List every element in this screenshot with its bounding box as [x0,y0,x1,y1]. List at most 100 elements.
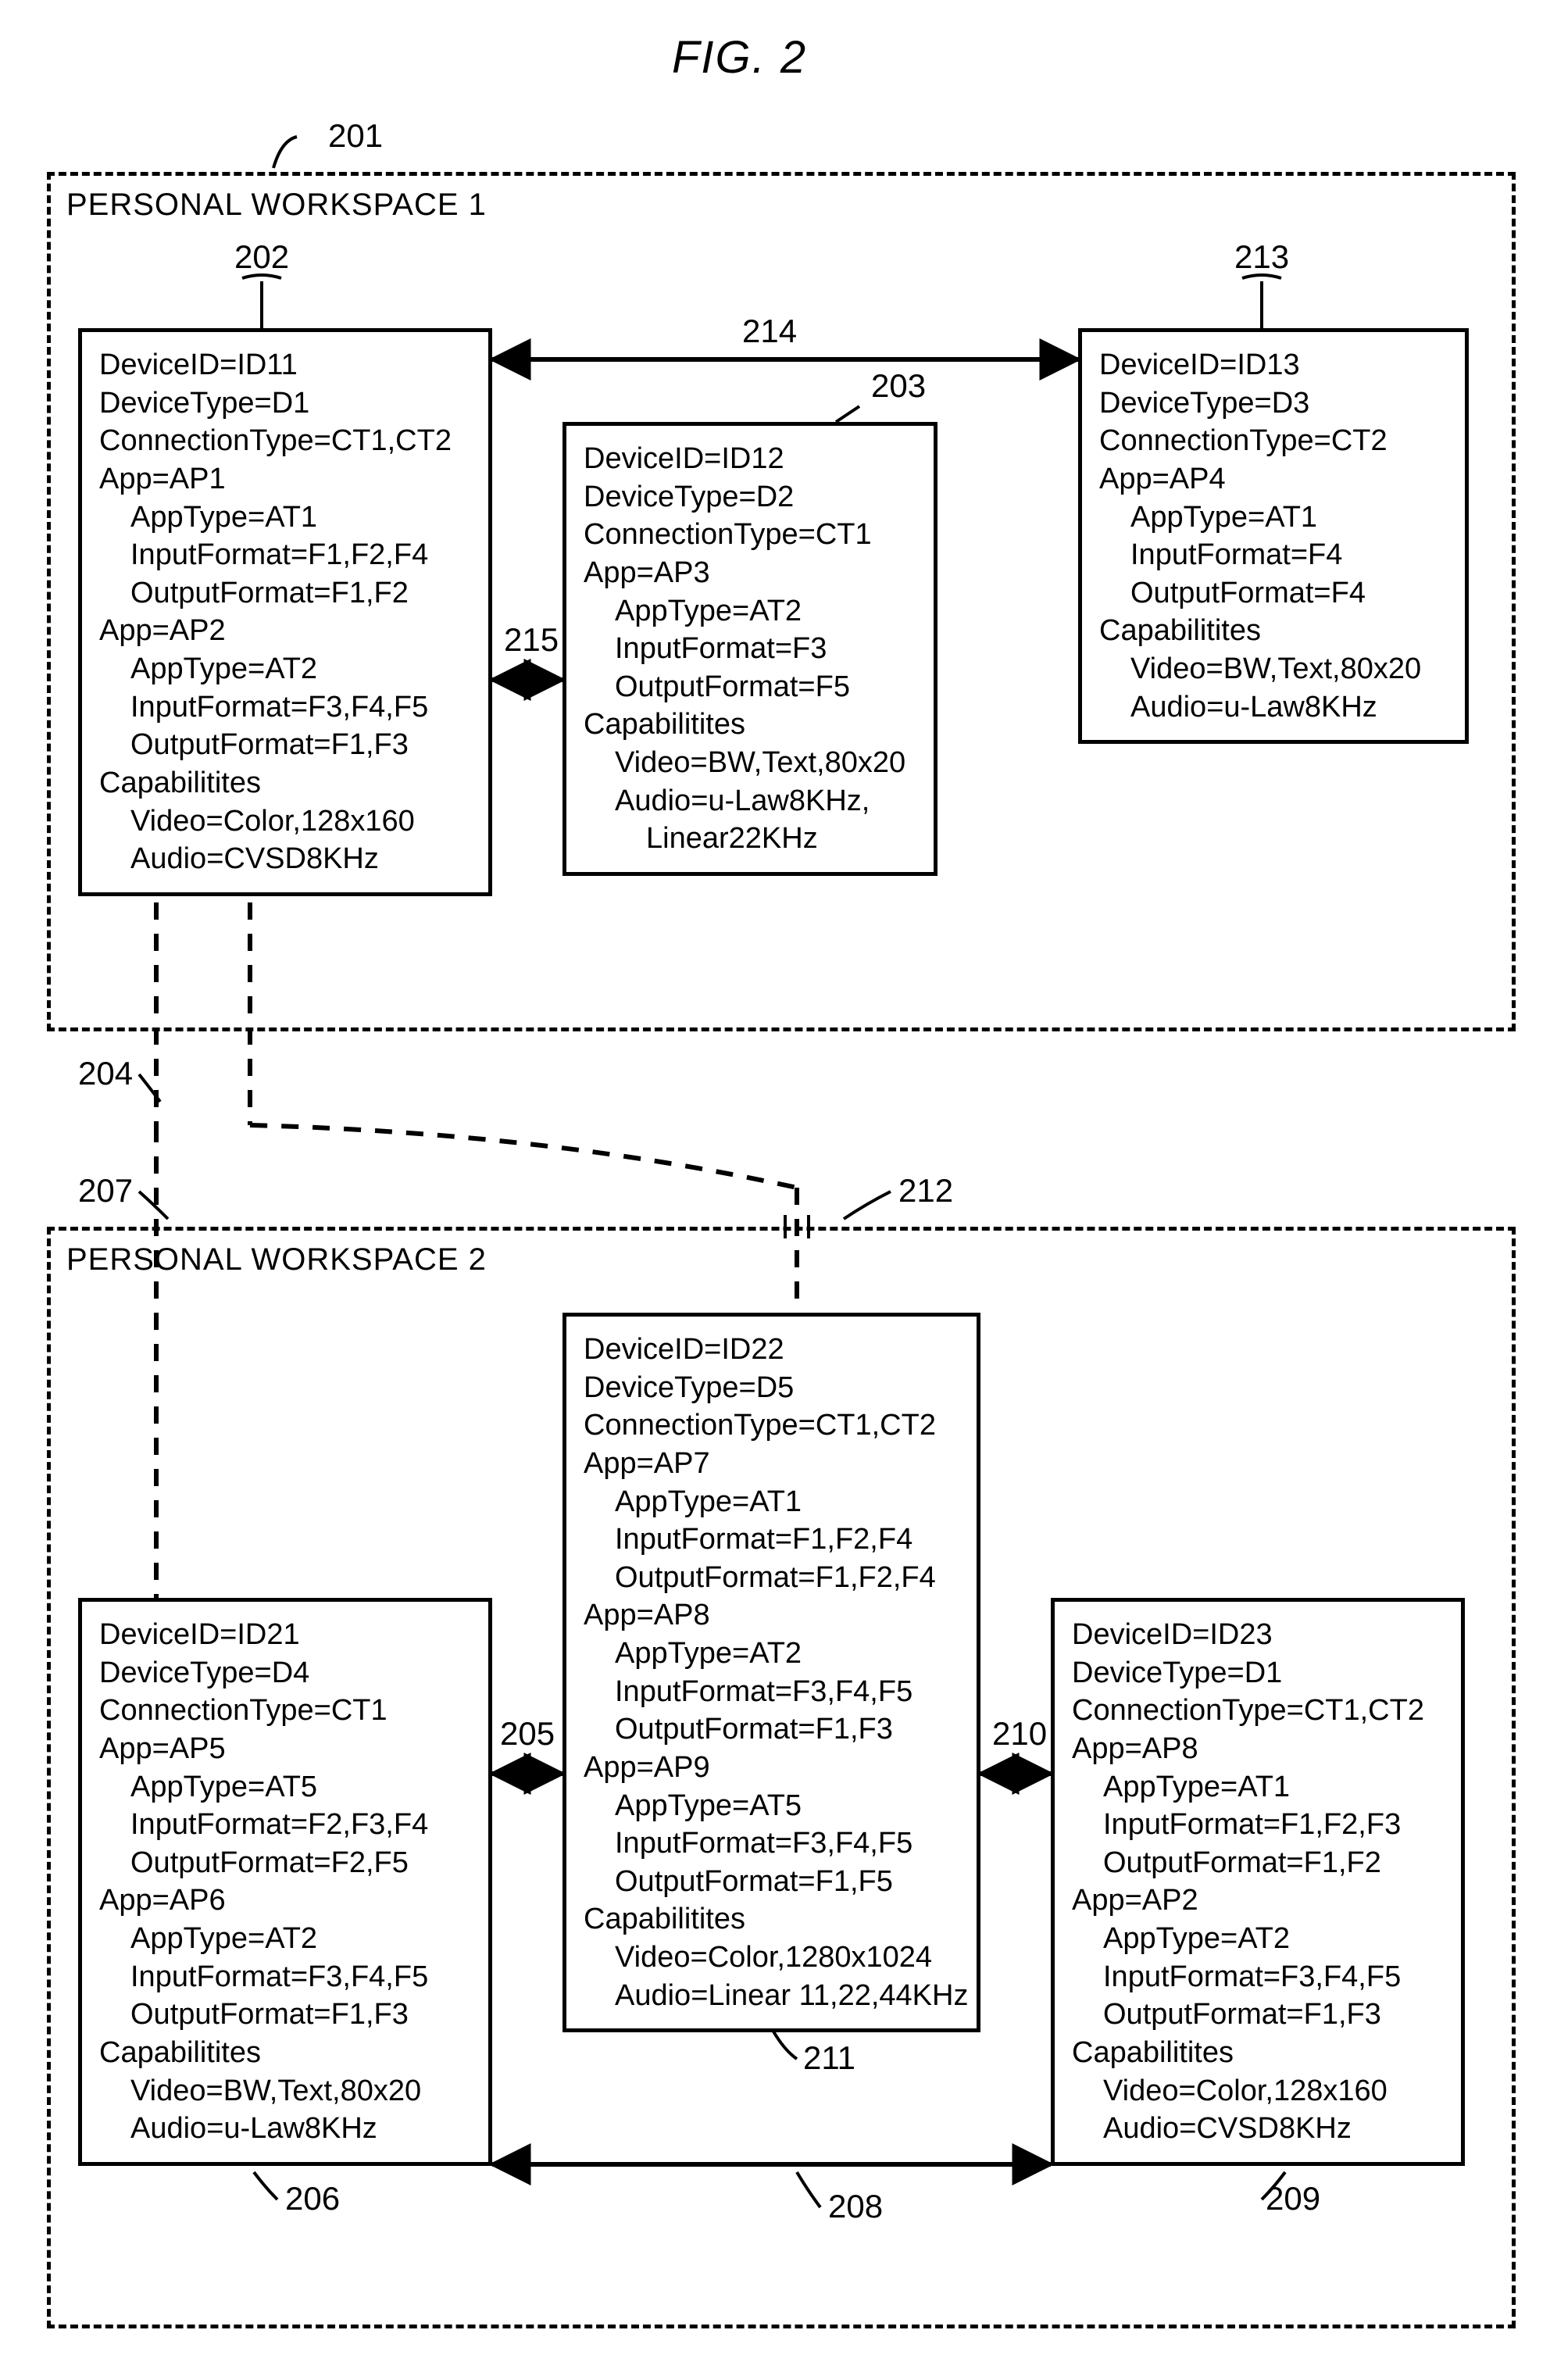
device-line: Video=BW,Text,80x20 [99,2072,471,2110]
device-line: DeviceType=D3 [1099,384,1448,423]
leader-207 [139,1192,168,1219]
device-line: ConnectionType=CT1 [584,516,916,554]
device-line: DeviceType=D2 [584,478,916,516]
ref-205: 205 [500,1715,555,1753]
device-line: InputFormat=F1,F2,F4 [99,536,471,574]
device-line: App=AP6 [99,1881,471,1920]
device-line: InputFormat=F2,F3,F4 [99,1806,471,1844]
ref-201: 201 [328,117,383,155]
ref-212: 212 [898,1172,953,1210]
device-line: AppType=AT1 [1099,499,1448,537]
device-line: ConnectionType=CT1,CT2 [584,1406,959,1445]
device-line: DeviceID=ID23 [1072,1616,1444,1654]
figure-title: FIG. 2 [672,31,807,84]
device-line: Linear22KHz [584,820,916,858]
ref-204: 204 [78,1055,133,1092]
device-line: Video=Color,1280x1024 [584,1939,959,1977]
device-line: InputFormat=F4 [1099,536,1448,574]
device-line: DeviceType=D5 [584,1369,959,1407]
device-line: Capabilitites [584,1900,959,1939]
device-line: DeviceType=D1 [99,384,471,423]
device-line: App=AP9 [584,1749,959,1787]
device-line: App=AP5 [99,1730,471,1768]
ref-213: 213 [1234,238,1289,276]
device-line: OutputFormat=F1,F2 [99,574,471,613]
device-line: Audio=u-Law8KHz [1099,688,1448,727]
device-line: Audio=u-Law8KHz, [584,782,916,820]
ref-214: 214 [742,313,797,350]
device-line: DeviceID=ID13 [1099,346,1448,384]
device-line: DeviceID=ID21 [99,1616,471,1654]
device-line: AppType=AT2 [1072,1920,1444,1958]
device-line: Video=Color,128x160 [99,802,471,841]
device-line: InputFormat=F3 [584,630,916,668]
device-line: Video=Color,128x160 [1072,2072,1444,2110]
device-line: AppType=AT2 [584,592,916,631]
device-line: OutputFormat=F1,F3 [584,1710,959,1749]
ref-209: 209 [1266,2180,1320,2217]
ref-206: 206 [285,2180,340,2217]
device-line: OutputFormat=F5 [584,668,916,706]
device-line: ConnectionType=CT1,CT2 [99,422,471,460]
device-line: Capabilitites [1072,2034,1444,2072]
device-line: InputFormat=F1,F2,F3 [1072,1806,1444,1844]
device-line: Audio=CVSD8KHz [99,840,471,878]
device-box-213: DeviceID=ID13 DeviceType=D3 ConnectionTy… [1078,328,1469,744]
ref-207: 207 [78,1172,133,1210]
device-line: Audio=CVSD8KHz [1072,2110,1444,2148]
device-line: AppType=AT2 [99,1920,471,1958]
device-line: DeviceID=ID11 [99,346,471,384]
device-box-203: DeviceID=ID12 DeviceType=D2 ConnectionTy… [562,422,938,876]
workspace-2-label: PERSONAL WORKSPACE 2 [66,1242,487,1278]
device-line: InputFormat=F3,F4,F5 [584,1824,959,1863]
device-line: OutputFormat=F1,F3 [99,1996,471,2034]
device-line: DeviceID=ID22 [584,1331,959,1369]
device-line: Capabilitites [584,706,916,744]
device-line: AppType=AT1 [584,1483,959,1521]
device-line: AppType=AT1 [99,499,471,537]
device-line: Capabilitites [99,764,471,802]
device-line: OutputFormat=F1,F2,F4 [584,1559,959,1597]
device-line: App=AP1 [99,460,471,499]
device-line: App=AP2 [99,612,471,650]
device-line: InputFormat=F3,F4,F5 [99,1958,471,1996]
device-line: Audio=Linear 11,22,44KHz [584,1977,959,2015]
device-line: Video=BW,Text,80x20 [1099,650,1448,688]
device-line: AppType=AT1 [1072,1768,1444,1806]
device-line: Capabilitites [1099,612,1448,650]
leader-201 [273,137,297,168]
device-line: InputFormat=F3,F4,F5 [584,1673,959,1711]
device-line: ConnectionType=CT1 [99,1692,471,1730]
device-line: Video=BW,Text,80x20 [584,744,916,782]
device-line: AppType=AT5 [584,1787,959,1825]
device-box-209: DeviceID=ID23 DeviceType=D1 ConnectionTy… [1051,1598,1465,2166]
device-line: OutputFormat=F1,F3 [99,726,471,764]
device-line: OutputFormat=F1,F2 [1072,1844,1444,1882]
device-line: OutputFormat=F1,F5 [584,1863,959,1901]
ref-210: 210 [992,1715,1047,1753]
device-line: ConnectionType=CT1,CT2 [1072,1692,1444,1730]
leader-212 [844,1192,891,1219]
workspace-1-label: PERSONAL WORKSPACE 1 [66,188,487,223]
device-line: App=AP8 [1072,1730,1444,1768]
device-line: DeviceType=D4 [99,1654,471,1692]
device-box-206: DeviceID=ID21 DeviceType=D4 ConnectionTy… [78,1598,492,2166]
device-line: InputFormat=F3,F4,F5 [99,688,471,727]
device-line: Audio=u-Law8KHz [99,2110,471,2148]
ref-202: 202 [234,238,289,276]
device-box-211: DeviceID=ID22 DeviceType=D5 ConnectionTy… [562,1313,980,2032]
device-box-202: DeviceID=ID11 DeviceType=D1 ConnectionTy… [78,328,492,896]
device-line: OutputFormat=F2,F5 [99,1844,471,1882]
device-line: Capabilitites [99,2034,471,2072]
ref-203: 203 [871,367,926,405]
device-line: App=AP4 [1099,460,1448,499]
dashed-connector-207-curve [250,1125,797,1188]
device-line: App=AP3 [584,554,916,592]
device-line: AppType=AT2 [99,650,471,688]
device-line: DeviceID=ID12 [584,440,916,478]
device-line: App=AP2 [1072,1881,1444,1920]
device-line: App=AP7 [584,1445,959,1483]
leader-204 [139,1074,160,1102]
ref-211: 211 [803,2039,855,2077]
device-line: ConnectionType=CT2 [1099,422,1448,460]
